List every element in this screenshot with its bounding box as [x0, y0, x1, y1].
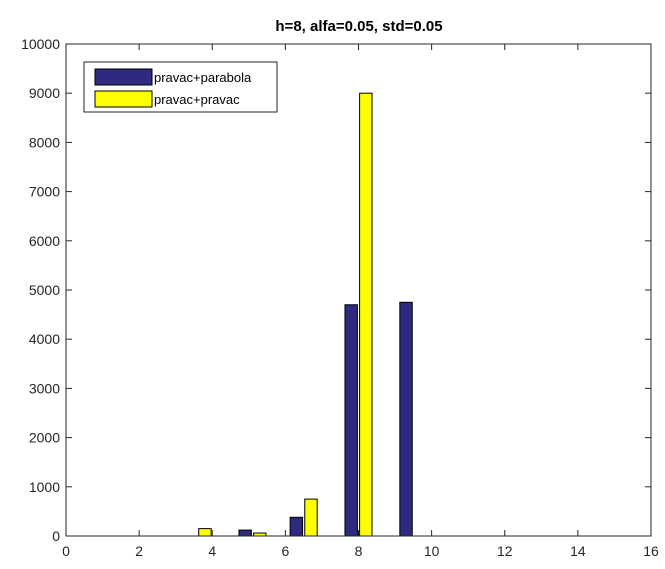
x-tick-label-0: 0 [62, 543, 70, 559]
y-tick-label-5: 5000 [29, 282, 60, 298]
legend: pravac+parabola pravac+pravac [83, 61, 278, 113]
x-tick-label-8: 16 [643, 543, 659, 559]
x-tick-label-3: 6 [281, 543, 289, 559]
bar-series-1-point-0 [198, 528, 212, 537]
y-tick-label-2: 2000 [29, 430, 60, 446]
x-tick-label-7: 14 [570, 543, 586, 559]
y-tick-label-4: 4000 [29, 331, 60, 347]
y-tick-label-8: 8000 [29, 134, 60, 150]
y-tick-label-3: 3000 [29, 380, 60, 396]
y-tick-label-10: 10000 [21, 36, 60, 52]
x-tick-label-1: 2 [135, 543, 143, 559]
bar-series-0-point-4 [399, 301, 413, 537]
y-tick-label-1: 1000 [29, 479, 60, 495]
y-tick-label-7: 7000 [29, 184, 60, 200]
chart-title: h=8, alfa=0.05, std=0.05 [275, 18, 442, 35]
x-tick-label-2: 4 [208, 543, 216, 559]
legend-label-pravac-pravac: pravac+pravac [154, 92, 240, 107]
y-tick-label-6: 6000 [29, 233, 60, 249]
bar-series-1-point-2 [304, 498, 318, 537]
legend-label-pravac-parabola: pravac+parabola [154, 70, 252, 85]
y-tick-label-9: 9000 [29, 85, 60, 101]
legend-swatch-pravac-pravac [94, 90, 153, 108]
bar-series-0-point-1 [238, 529, 252, 537]
ticks-layer: 0 2 4 6 8 10 12 14 16 0 1000 2000 3000 4000 5000 6000 70… [21, 36, 659, 559]
legend-swatch-pravac-parabola [94, 68, 153, 86]
bar-series-0-point-2 [289, 516, 304, 537]
x-tick-label-5: 10 [424, 543, 440, 559]
x-tick-label-4: 8 [355, 543, 363, 559]
bar-series-0-point-3 [344, 304, 358, 537]
x-tick-label-6: 12 [497, 543, 513, 559]
y-tick-label-0: 0 [52, 528, 60, 544]
bar-series-1-point-3 [359, 92, 373, 537]
plot-area [66, 44, 651, 536]
plot-frame [65, 43, 652, 537]
